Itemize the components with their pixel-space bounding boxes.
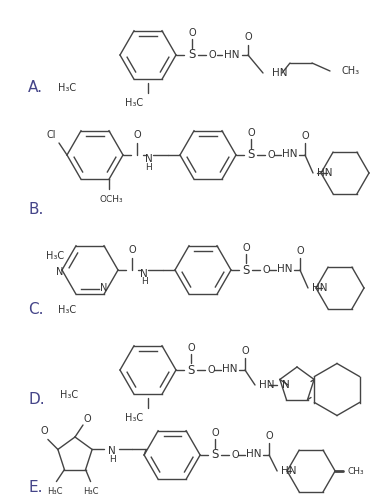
- Text: HN: HN: [259, 380, 274, 390]
- Text: H₃C: H₃C: [58, 305, 76, 315]
- Text: CH₃: CH₃: [347, 467, 364, 475]
- Text: O: O: [267, 150, 275, 160]
- Text: N: N: [56, 267, 64, 277]
- Text: HN: HN: [246, 449, 262, 459]
- Text: H: H: [109, 455, 115, 464]
- Text: N: N: [100, 283, 108, 293]
- Text: O: O: [133, 130, 141, 140]
- Text: H: H: [146, 162, 152, 171]
- Text: OCH₃: OCH₃: [99, 195, 123, 204]
- Text: HN: HN: [281, 466, 297, 476]
- Text: O: O: [208, 50, 216, 60]
- Text: N: N: [145, 154, 153, 164]
- Text: B.: B.: [28, 203, 44, 218]
- Text: H₃C: H₃C: [125, 98, 143, 108]
- Text: E.: E.: [28, 480, 42, 495]
- Text: N: N: [282, 380, 290, 390]
- Text: O: O: [188, 28, 196, 38]
- Text: CH₃: CH₃: [342, 66, 360, 76]
- Text: HN: HN: [222, 364, 238, 374]
- Text: O: O: [211, 428, 219, 438]
- Text: S: S: [188, 363, 195, 376]
- Text: HN: HN: [277, 264, 293, 274]
- Text: H₃C: H₃C: [58, 83, 76, 93]
- Text: H₃C: H₃C: [46, 487, 62, 496]
- Text: N: N: [140, 269, 148, 279]
- Text: Cl: Cl: [46, 130, 56, 140]
- Text: O: O: [40, 426, 48, 436]
- Text: O: O: [231, 450, 239, 460]
- Text: O: O: [83, 414, 91, 424]
- Text: H₃C: H₃C: [60, 390, 78, 400]
- Text: HN: HN: [272, 68, 288, 78]
- Text: O: O: [262, 265, 270, 275]
- Text: S: S: [188, 48, 196, 61]
- Text: O: O: [207, 365, 215, 375]
- Text: H₃C: H₃C: [83, 487, 98, 496]
- Text: HN: HN: [317, 168, 333, 178]
- Text: O: O: [247, 128, 255, 138]
- Text: O: O: [265, 431, 273, 441]
- Text: H₃C: H₃C: [125, 413, 143, 423]
- Text: S: S: [248, 149, 255, 161]
- Text: H: H: [141, 278, 147, 286]
- Text: HN: HN: [282, 149, 298, 159]
- Text: O: O: [244, 32, 252, 42]
- Text: D.: D.: [28, 393, 45, 408]
- Text: O: O: [296, 246, 304, 256]
- Text: O: O: [242, 243, 250, 253]
- Text: H₃C: H₃C: [46, 251, 64, 261]
- Text: HN: HN: [224, 50, 240, 60]
- Text: C.: C.: [28, 302, 44, 318]
- Text: S: S: [211, 449, 219, 462]
- Text: A.: A.: [28, 81, 43, 95]
- Text: O: O: [301, 131, 309, 141]
- Text: S: S: [242, 264, 250, 277]
- Text: O: O: [128, 245, 136, 255]
- Text: N: N: [108, 447, 116, 457]
- Text: O: O: [187, 343, 195, 353]
- Text: HN: HN: [312, 283, 327, 293]
- Text: O: O: [241, 346, 249, 356]
